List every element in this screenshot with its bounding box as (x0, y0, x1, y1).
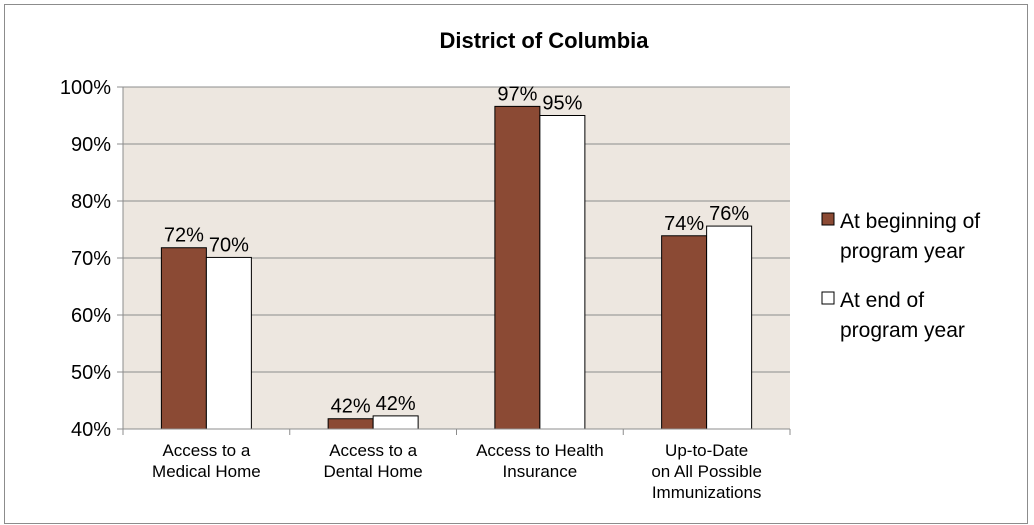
bar-chart: District of Columbia 40% 50% 60% 70% 80% 90% 1… (60, 28, 980, 502)
y-tick-label: 90% (71, 134, 111, 156)
legend-entry: At end of program year (840, 289, 965, 342)
chart-frame: District of Columbia 40% 50% 60% 70% 80% 90% 1… (4, 4, 1028, 524)
data-label: 95% (542, 93, 582, 115)
bar (706, 225, 753, 430)
legend-entry: At beginning of program year (840, 210, 980, 263)
legend-swatch (821, 291, 835, 305)
bar (539, 115, 586, 430)
bar (327, 418, 374, 430)
y-tick-label: 40% (71, 419, 111, 441)
bar (372, 415, 419, 430)
x-tick-label: Access to a Dental Home (324, 441, 423, 481)
bar (661, 235, 708, 430)
y-tick-label: 60% (71, 305, 111, 327)
data-label: 70% (209, 234, 249, 256)
y-tick-label: 50% (71, 362, 111, 384)
data-label: 97% (497, 83, 537, 105)
data-label: 74% (664, 213, 704, 235)
bar (205, 256, 252, 430)
legend-swatch (821, 212, 835, 226)
bar (160, 247, 207, 430)
x-tick-label: Access to a Medical Home (152, 441, 261, 481)
data-label: 72% (164, 225, 204, 247)
data-label: 76% (709, 203, 749, 225)
y-tick-label: 70% (71, 248, 111, 270)
x-tick-label: Up-to-Date on All Possible Immunizations (651, 441, 762, 502)
legend: At beginning of program year At end of prog… (821, 210, 980, 342)
chart-title: District of Columbia (439, 28, 649, 53)
bar (494, 105, 541, 430)
data-label: 42% (376, 393, 416, 415)
data-label: 42% (331, 396, 371, 418)
y-tick-label: 80% (71, 191, 111, 213)
x-tick-label: Access to Health Insurance (476, 441, 604, 481)
y-tick-label: 100% (60, 77, 111, 99)
